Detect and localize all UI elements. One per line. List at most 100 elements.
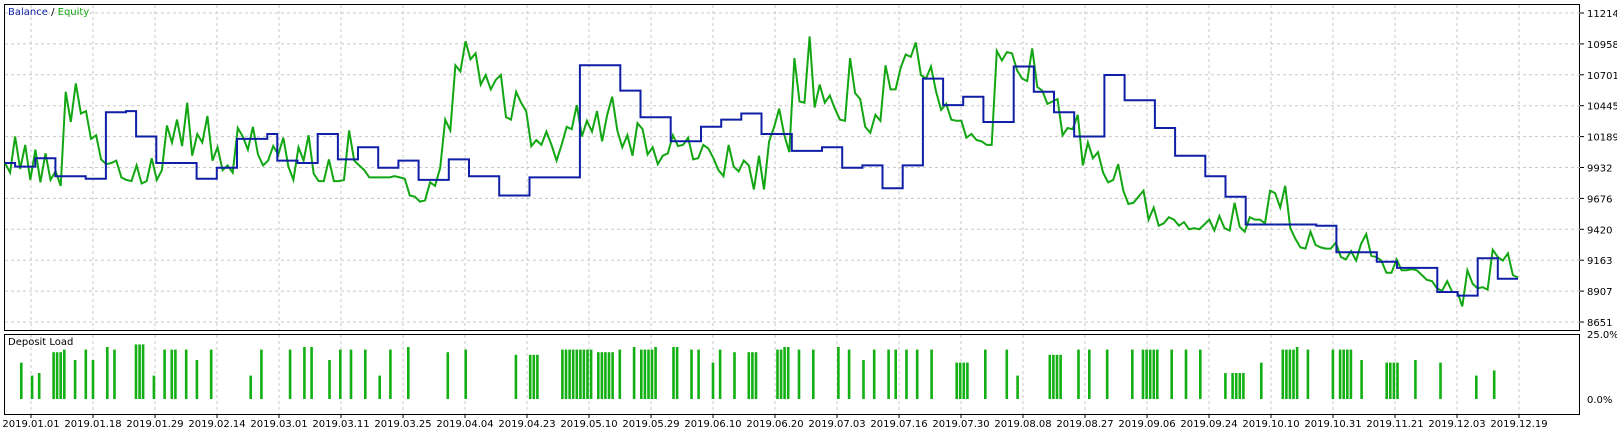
deposit-load-bar (328, 360, 331, 399)
deposit-load-bar (675, 347, 679, 399)
deposit-load-bar (1131, 349, 1134, 399)
deposit-load-bar (650, 349, 654, 399)
deposit-load-bar (1360, 360, 1363, 399)
deposit-load-bar (905, 349, 908, 399)
deposit-load-bar (310, 347, 313, 399)
deposit-load-bar (812, 349, 815, 399)
deposit-load-bar (568, 349, 571, 399)
deposit-load-bar (582, 349, 586, 399)
x-tick-label: 2019.02.14 (188, 419, 245, 430)
grid-lines (5, 5, 1580, 414)
deposit-load-bar (647, 349, 650, 399)
deposit-load-bar (862, 360, 865, 399)
deposit-load-bar (1077, 349, 1080, 399)
deposit-load-frame (4, 334, 1580, 415)
deposit-load-bar (611, 352, 614, 399)
deposit-load-bar (640, 349, 643, 399)
deposit-load-bar (106, 347, 109, 399)
deposit-load-bar (1288, 349, 1292, 399)
deposit-load-bar (1475, 375, 1478, 399)
x-tick-label: 2019.08.27 (1056, 419, 1113, 430)
x-tick-label: 2019.04.04 (436, 419, 493, 430)
deposit-load-bar (1055, 354, 1059, 399)
deposit-load-bar (779, 349, 783, 399)
deposit-load-bar (1170, 349, 1173, 399)
x-tick-label: 2019.01.18 (64, 419, 121, 430)
deposit-load-bar (1439, 362, 1442, 399)
x-tick-label: 2019.10.10 (1242, 419, 1299, 430)
deposit-load-bar (288, 349, 292, 399)
deposit-load-bar (378, 375, 381, 399)
deposit-load-bar (1199, 349, 1202, 399)
deposit-load-bar (73, 360, 77, 399)
deposit-load-bar (579, 349, 582, 399)
deposit-load-bar (718, 349, 722, 399)
deposit-load-bar (528, 354, 532, 399)
y-axis-ticks: 11214 10958 10701 10445 10189 9932 9676 9420 916… (1580, 9, 1617, 406)
deposit-load-bar (575, 349, 579, 399)
deposit-load-bar (837, 347, 840, 399)
deposit-load-bar (1306, 349, 1310, 399)
deposit-load-bar (797, 349, 801, 399)
deposit-load-bar (847, 349, 851, 399)
deposit-load-bar (303, 347, 306, 399)
deposit-load-bar (37, 373, 41, 399)
deposit-load-bar (1242, 373, 1245, 399)
deposit-load-bar (364, 349, 367, 399)
deposit-load-bar (536, 354, 539, 399)
x-tick-label: 2019.08.08 (994, 419, 1051, 430)
deposit-load-bar (260, 349, 263, 399)
deposit-load-bar (138, 344, 141, 399)
deposit-load-bar (783, 347, 786, 399)
deposit-load-bar (1238, 373, 1242, 399)
deposit-load-bar (464, 349, 467, 399)
deposit-load-bar (1292, 349, 1295, 399)
deposit-load-bar (654, 347, 657, 399)
deposit-load-bar (141, 344, 145, 399)
deposit-load-bar (184, 349, 188, 399)
deposit-load-bar (152, 375, 156, 399)
deposit-load-bar (1005, 349, 1009, 399)
y-tick-label: 10701 (1587, 71, 1617, 82)
deposit-load-bar (915, 349, 919, 399)
deposit-load-bar (754, 352, 758, 399)
y-tick-label: 9163 (1587, 256, 1612, 267)
deposit-load-bar (751, 352, 754, 399)
deposit-load-bar (532, 354, 536, 399)
deposit-load-bar (604, 352, 607, 399)
y-tick-label: 11214 (1587, 9, 1617, 20)
deposit-load-bar (1224, 373, 1227, 399)
deposit-load-bar (607, 352, 611, 399)
deposit-load-bar (1059, 354, 1062, 399)
deposit-load-bar (1231, 373, 1234, 399)
deposit-load-bar (1156, 349, 1159, 399)
deposit-load-bar (1338, 349, 1342, 399)
deposit-load-bar (446, 352, 450, 399)
deposit-load-bar (174, 349, 177, 399)
deposit-load-bar (887, 349, 890, 399)
deposit-load-bar (1260, 362, 1263, 399)
y-tick-label: 9676 (1587, 194, 1612, 205)
y-tick-label: 8651 (1587, 318, 1612, 329)
x-tick-label: 2019.07.30 (932, 419, 989, 430)
deposit-load-bar (1385, 362, 1388, 399)
deposit-load-bar (514, 354, 518, 399)
deposit-load-bar (1234, 373, 1238, 399)
deposit-load-bar (30, 375, 34, 399)
deposit-load-bar (1281, 349, 1285, 399)
deposit-load-bar (195, 360, 199, 399)
deposit-load-bar (1295, 347, 1299, 399)
deposit-load-bar (134, 344, 138, 399)
deposit-load-bar (1285, 349, 1288, 399)
deposit-load-bar (672, 347, 675, 399)
deposit-load-bar (1145, 349, 1148, 399)
deposit-load-bar (349, 349, 353, 399)
x-tick-label: 2019.03.25 (374, 419, 431, 430)
x-tick-label: 2019.09.06 (1118, 419, 1175, 430)
chart-legend: Balance / Equity (8, 7, 89, 18)
deposit-load-bar (776, 349, 779, 399)
deposit-load-bar (930, 349, 933, 399)
x-tick-label: 2019.05.10 (560, 419, 617, 430)
deposit-load-bar (786, 347, 790, 399)
deposit-load-bar (339, 349, 342, 399)
